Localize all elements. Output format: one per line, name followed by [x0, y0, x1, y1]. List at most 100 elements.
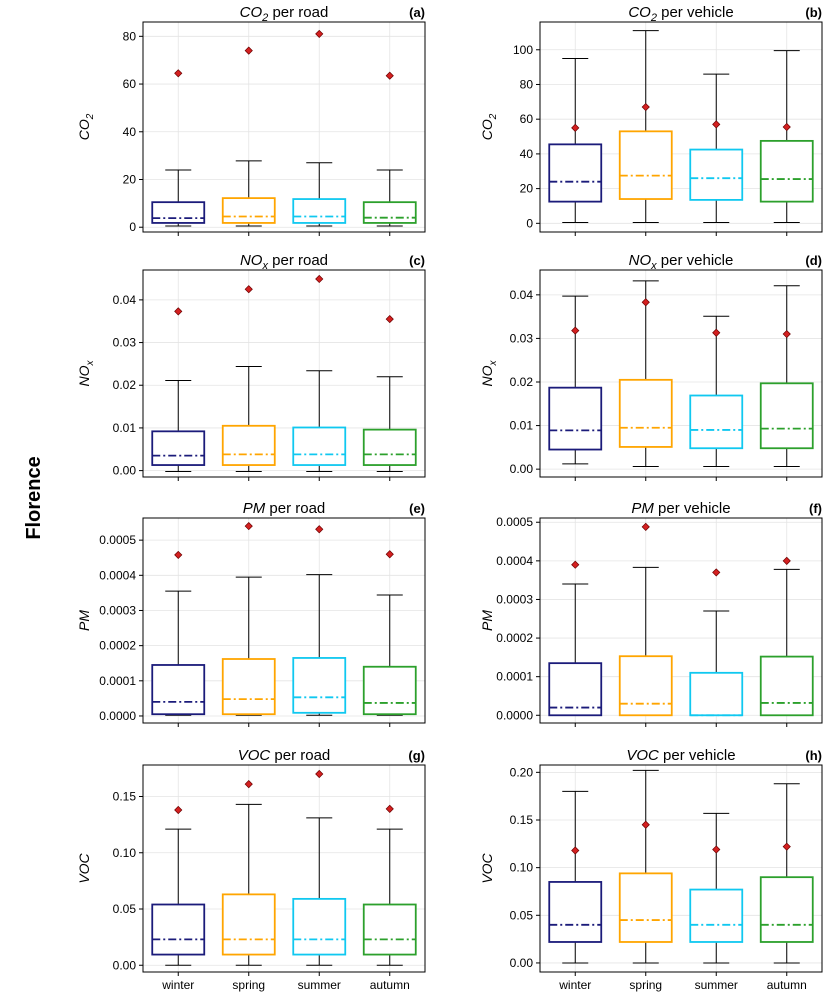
- iqr-box: [292, 657, 347, 714]
- mean-marker: [571, 326, 580, 335]
- iqr-box: [362, 201, 417, 224]
- panel-d-ytick-label: 0.00: [510, 462, 534, 476]
- panel-h-xtick-label-winter: winter: [558, 978, 591, 992]
- mean-marker: [315, 274, 324, 284]
- panel-a-frame: [142, 21, 426, 233]
- iqr-box: [548, 881, 603, 943]
- panel-e: 0.0000 0.0001 0.0002 0.0003 0.0004 0.0005 PM p…: [76, 500, 426, 727]
- iqr-box: [548, 386, 603, 451]
- panel-g-xtick-label-summer: summer: [298, 978, 341, 992]
- mean-marker: [244, 780, 253, 789]
- panel-f-ytick-label: 0.0004: [496, 554, 533, 568]
- panel-h-xtick-label-autumn: autumn: [767, 978, 807, 992]
- panel-b-box-autumn: [759, 50, 814, 223]
- panel-b-ytick-label: 20: [520, 182, 534, 196]
- iqr-box: [618, 130, 673, 200]
- panel-g-box-summer: [292, 769, 347, 966]
- iqr-box: [362, 428, 417, 466]
- panel-h-ytick-label: 0.10: [510, 861, 534, 875]
- panel-a: 0 20 40 60 80 CO2 per road (a) CO2: [76, 4, 426, 236]
- panel-f-ylabel: PM: [479, 610, 495, 631]
- panel-c-ytick-label: 0.01: [113, 421, 137, 435]
- mean-marker: [641, 102, 650, 112]
- iqr-box: [221, 197, 276, 224]
- panel-b-letter: (b): [805, 5, 822, 20]
- iqr-box: [221, 893, 276, 956]
- mean-marker: [385, 804, 394, 813]
- panel-d-ytick-label: 0.04: [510, 288, 534, 302]
- iqr-box: [151, 201, 206, 224]
- panel-h-ytick-label: 0.05: [510, 908, 534, 922]
- panel-e-ytick-label: 0.0000: [99, 709, 136, 723]
- panel-d-ytick-label: 0.03: [510, 331, 534, 345]
- panel-d-letter: (d): [805, 253, 822, 268]
- panel-g-box-winter: [151, 805, 206, 966]
- panel-g-letter: (g): [408, 748, 425, 763]
- iqr-box: [759, 382, 814, 450]
- iqr-box: [151, 430, 206, 466]
- iqr-box: [221, 424, 276, 466]
- mean-marker: [712, 120, 721, 129]
- panel-d-frame: [539, 269, 823, 478]
- panel-e-letter: (e): [409, 501, 425, 516]
- panel-g-box-spring: [221, 780, 276, 966]
- panel-b-ytick-label: 60: [520, 112, 534, 126]
- panel-g: 0.00 0.05 0.10 0.15 winter spring summer autumn…: [76, 747, 426, 992]
- iqr-box: [689, 671, 744, 717]
- panel-f-ytick-label: 0.0003: [496, 592, 533, 606]
- panel-f-ytick-label: 0.0002: [496, 631, 533, 645]
- panel-a-box-winter: [151, 69, 206, 227]
- panel-e-title: PM per road: [243, 500, 326, 517]
- panel-e-box-autumn: [362, 550, 417, 716]
- panel-f-box-summer: [689, 568, 744, 717]
- panel-b-ylabel: CO2: [479, 113, 499, 140]
- panel-h-box-autumn: [759, 783, 814, 964]
- panel-a-ytick-label: 0: [129, 220, 136, 234]
- iqr-box: [759, 655, 814, 717]
- mean-marker: [641, 298, 650, 307]
- panel-b-frame: [539, 21, 823, 233]
- panel-a-ytick-label: 80: [123, 29, 137, 43]
- iqr-box: [618, 378, 673, 448]
- panel-f-box-autumn: [759, 556, 814, 717]
- panel-g-xtick-label-winter: winter: [161, 978, 194, 992]
- panel-d-ylabel: NOx: [479, 360, 499, 387]
- panel-c-ytick-label: 0.04: [113, 293, 137, 307]
- mean-marker: [571, 846, 580, 855]
- mean-marker: [641, 820, 650, 829]
- iqr-box: [548, 662, 603, 717]
- panel-h-frame: [539, 764, 823, 973]
- mean-marker: [244, 285, 253, 294]
- panel-h-ytick-label: 0.20: [510, 765, 534, 779]
- panel-e-box-summer: [292, 525, 347, 716]
- panel-a-ytick-label: 40: [123, 125, 137, 139]
- mean-marker: [641, 522, 650, 531]
- panel-f-ytick-label: 0.0000: [496, 708, 533, 722]
- panel-b-ytick-label: 80: [520, 77, 534, 91]
- mean-marker: [244, 521, 253, 531]
- panel-f-ytick-label: 0.0001: [496, 670, 533, 684]
- panel-f: 0.0000 0.0001 0.0002 0.0003 0.0004 0.0005 PM p…: [479, 500, 823, 727]
- panel-h-xtick-label-spring: spring: [629, 978, 662, 992]
- panel-e-ytick-label: 0.0002: [99, 639, 136, 653]
- panel-h-box-spring: [618, 769, 673, 964]
- panel-e-ytick-label: 0.0005: [99, 533, 136, 547]
- panel-c-letter: (c): [409, 253, 425, 268]
- panel-b-box-winter: [548, 57, 603, 223]
- mean-marker: [385, 314, 394, 324]
- panel-d-box-summer: [689, 315, 744, 468]
- panel-a-box-summer: [292, 29, 347, 227]
- iqr-box: [292, 198, 347, 224]
- iqr-box: [618, 655, 673, 717]
- panel-e-box-spring: [221, 521, 276, 716]
- panel-e-ytick-label: 0.0001: [99, 674, 136, 688]
- panel-g-ytick-label: 0.15: [113, 790, 137, 804]
- iqr-box: [689, 148, 744, 201]
- panel-g-xtick-label-autumn: autumn: [370, 978, 410, 992]
- mean-marker: [174, 550, 183, 560]
- panel-h-ytick-label: 0.00: [510, 956, 534, 970]
- panel-e-box-winter: [151, 550, 206, 716]
- panel-a-box-spring: [221, 46, 276, 227]
- panel-h-letter: (h): [805, 748, 822, 763]
